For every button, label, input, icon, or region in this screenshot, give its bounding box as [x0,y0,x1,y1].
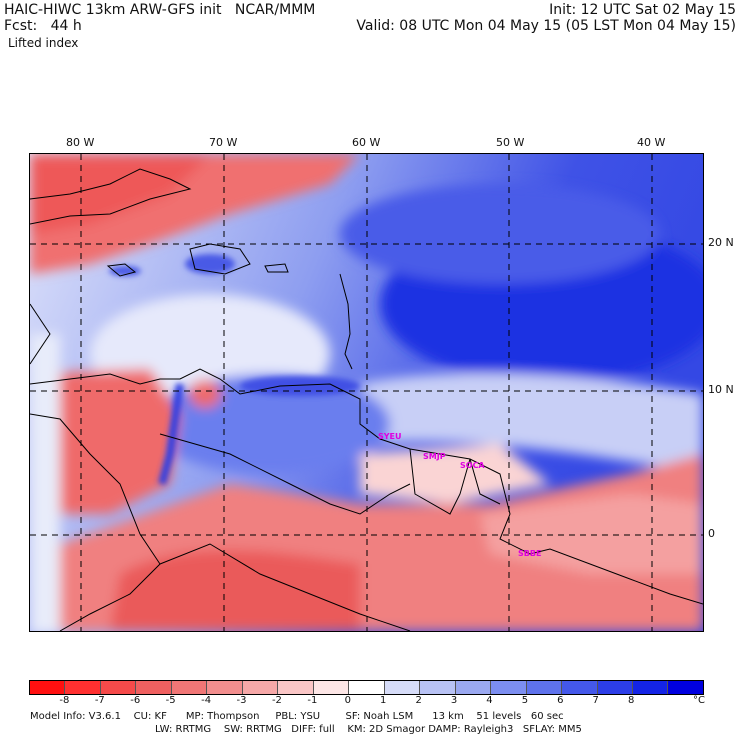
lesser-antilles [339,273,353,370]
colorbar-tick-label: -4 [201,695,212,706]
unstable-nw-core [30,154,210,234]
guiana-light [360,444,550,504]
field-name: Lifted index [8,36,79,50]
colorbar-swatch [562,681,598,694]
colorbar-tick-label: 3 [450,695,458,706]
init-time: Init: 12 UTC Sat 02 May 15 [549,2,736,18]
colorbar-swatch [242,681,279,694]
andes-blue [158,383,184,486]
lifted-index-map: SYEU SMJP SOCA SBBE [29,153,704,632]
colorbar-tick-label: -1 [307,695,318,706]
lon-label-60w: 60 W [352,136,381,149]
colombia-border [30,413,161,631]
stable-north [340,184,660,284]
lon-label-70w: 70 W [209,136,238,149]
colorbar-tick-label: -7 [94,695,105,706]
colorbar-tick-label: 2 [415,695,422,706]
colorbar-swatch [455,681,492,694]
colorbar-tick-label: 5 [521,695,529,706]
map-canvas [30,154,703,631]
colorbar-swatch [632,681,669,694]
colorbar-swatch [384,681,421,694]
colorbar-tick-label: -6 [130,695,141,706]
colorbar-swatch [100,681,137,694]
south-america-coast [30,368,703,605]
central-america-coast [30,303,51,365]
colorbar-swatch [171,681,208,694]
model-info-line1: Model Info: V3.6.1 CU: KF MP: Thompson P… [30,711,564,722]
model-title: HAIC-HIWC 13km ARW-GFS init NCAR/MMM [4,2,316,18]
model-info-line2: LW: RRTMG SW: RRTMG DIFF: full KM: 2D Sm… [155,724,582,735]
colorbar-swatch [349,681,385,694]
station-sbbe: SBBE [518,549,542,558]
station-syeu: SYEU [378,432,402,441]
colorbar-tick-label: 4 [486,695,493,706]
colorbar-tick-label: -8 [59,695,70,706]
colorbar-tick-label: 7 [592,695,599,706]
lat-label-0: 0 [708,527,715,540]
coastlines [30,168,703,631]
lon-label-50w: 50 W [496,136,525,149]
station-smjp: SMJP [423,452,446,461]
colorbar-unit: °C [693,695,705,706]
east-brazil [480,494,703,574]
station-soca: SOCA [460,461,485,470]
colorbar-swatch [597,681,633,694]
colorbar-swatch [420,681,456,694]
light-band [360,373,703,474]
colorbar-tick-label: 8 [627,695,635,706]
pacific-strip [30,334,60,631]
colorbar-swatch [30,681,66,694]
colorbar-tick-label: 0 [344,695,351,706]
colorbar-tick-label: 1 [380,695,387,706]
colorbar-swatch [65,681,101,694]
lat-label-10n: 10 N [708,383,734,396]
valid-time: Valid: 08 UTC Mon 04 May 15 (05 LST Mon … [356,18,736,34]
lon-label-40w: 40 W [637,136,666,149]
colorbar-swatch [526,681,563,694]
colorbar-swatch [668,681,703,694]
colombia-unstable [30,369,180,514]
brazil-border [159,543,411,631]
suriname-border [469,458,501,505]
colorbar-tick-label: -3 [236,695,247,706]
colorbar-swatch [278,681,314,694]
cuba-coast [30,168,192,225]
lon-label-80w: 80 W [66,136,95,149]
venezuela-border [159,433,411,515]
coast-blue [240,376,360,396]
jamaica-coast [106,263,137,277]
puerto-rico-coast [264,263,289,273]
lat-label-20n: 20 N [708,236,734,249]
colorbar-tick-label: -2 [271,695,282,706]
colorbar-tick-label: 6 [557,695,564,706]
graticule [30,154,703,631]
guyana-border [409,448,471,515]
colorbar-swatch [313,681,350,694]
amazon-core [110,550,360,631]
colorbar [29,680,704,695]
forecast-hour: Fcst: 44 h [4,18,82,34]
colorbar-swatch [491,681,527,694]
maracaibo-unstable [189,380,221,408]
colorbar-swatch [207,681,243,694]
colorbar-swatch [136,681,172,694]
colorbar-tick-label: -5 [165,695,176,706]
